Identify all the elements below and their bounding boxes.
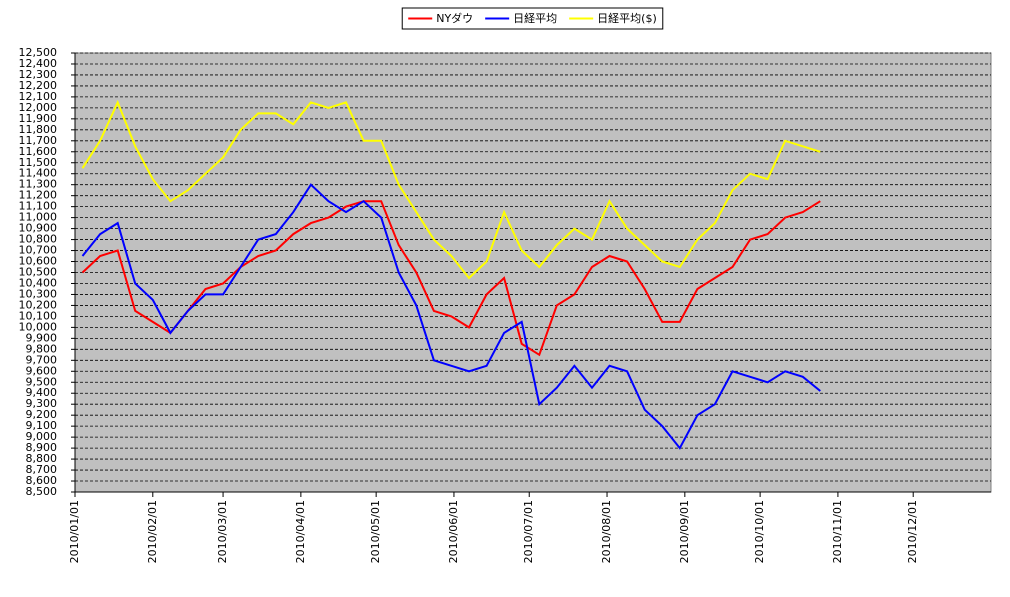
y-tick-label: 8,600 <box>26 474 58 487</box>
y-tick-label: 10,900 <box>19 222 58 235</box>
y-tick-label: 9,800 <box>26 342 58 355</box>
y-tick-label: 9,300 <box>26 397 58 410</box>
x-tick-label: 2010/12/01 <box>906 500 919 563</box>
x-tick-label: 2010/08/01 <box>600 500 613 563</box>
y-tick-label: 10,100 <box>19 309 58 322</box>
x-tick-label: 2010/01/01 <box>68 500 81 563</box>
y-tick-label: 10,400 <box>19 276 58 289</box>
x-tick-label: 2010/06/01 <box>447 500 460 563</box>
y-tick-label: 10,000 <box>19 320 58 333</box>
x-tick-label: 2010/10/01 <box>753 500 766 563</box>
y-tick-label: 10,700 <box>19 244 58 257</box>
y-tick-label: 8,500 <box>26 485 58 498</box>
y-tick-label: 12,300 <box>19 68 58 81</box>
y-tick-label: 9,100 <box>26 419 58 432</box>
series-line <box>81 200 821 357</box>
y-tick-label: 12,000 <box>19 101 58 114</box>
y-tick-label: 8,800 <box>26 452 58 465</box>
series-line <box>81 99 821 280</box>
x-tick-label: 2010/03/01 <box>216 500 229 563</box>
x-tick-label: 2010/11/01 <box>831 500 844 563</box>
y-tick-label: 9,500 <box>26 375 58 388</box>
y-tick-label: 11,200 <box>19 189 58 202</box>
y-tick-label: 11,500 <box>19 156 58 169</box>
y-tick-label: 11,900 <box>19 112 58 125</box>
x-tick-label: 2010/05/01 <box>369 500 382 563</box>
y-tick-label: 9,600 <box>26 364 58 377</box>
y-tick-label: 12,400 <box>19 57 58 70</box>
legend-label: 日経平均($) <box>597 12 657 25</box>
legend: NYダウ 日経平均 日経平均($) <box>401 7 664 30</box>
y-tick-label: 8,900 <box>26 441 58 454</box>
legend-label: 日経平均 <box>513 12 557 25</box>
y-tick-label: 9,900 <box>26 331 58 344</box>
y-tick-label: 11,600 <box>19 145 58 158</box>
legend-box <box>401 7 664 30</box>
y-tick-label: 8,700 <box>26 463 58 476</box>
y-tick-label: 12,100 <box>19 90 58 103</box>
y-tick-label: 10,800 <box>19 233 58 246</box>
y-tick-label: 10,600 <box>19 255 58 268</box>
legend-label: NYダウ <box>436 11 473 25</box>
x-tick-label: 2010/02/01 <box>146 500 159 563</box>
y-tick-label: 9,400 <box>26 386 58 399</box>
y-tick-label: 12,200 <box>19 79 58 92</box>
y-tick-label: 12,500 <box>19 46 58 59</box>
y-tick-label: 11,000 <box>19 211 58 224</box>
y-tick-label: 11,300 <box>19 178 58 191</box>
y-tick-label: 10,200 <box>19 298 58 311</box>
y-tick-label: 11,400 <box>19 167 58 180</box>
x-tick-label: 2010/04/01 <box>294 500 307 563</box>
y-tick-label: 10,500 <box>19 266 58 279</box>
y-tick-label: 11,100 <box>19 200 58 213</box>
x-tick-label: 2010/07/01 <box>522 500 535 563</box>
y-tick-label: 11,800 <box>19 123 58 136</box>
y-tick-label: 11,700 <box>19 134 58 147</box>
series-line <box>81 183 821 450</box>
x-tick-label: 2010/09/01 <box>678 500 691 563</box>
y-tick-label: 10,300 <box>19 287 58 300</box>
y-tick-label: 9,700 <box>26 353 58 366</box>
y-tick-label: 9,200 <box>26 408 58 421</box>
y-tick-label: 9,000 <box>26 430 58 443</box>
